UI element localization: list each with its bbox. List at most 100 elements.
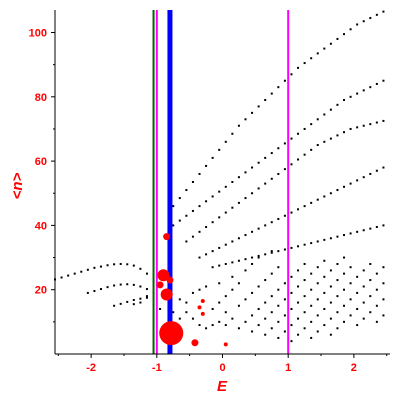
data-point xyxy=(323,291,326,294)
data-point xyxy=(277,336,280,339)
data-point xyxy=(231,132,234,135)
data-point xyxy=(224,211,227,214)
data-point xyxy=(270,272,273,275)
data-point xyxy=(172,205,175,208)
data-point xyxy=(329,301,332,304)
data-point xyxy=(310,304,313,307)
data-point xyxy=(336,295,339,298)
data-point xyxy=(362,20,365,23)
data-point xyxy=(251,111,254,114)
data-point xyxy=(205,253,208,256)
data-point xyxy=(198,288,201,291)
data-point xyxy=(329,317,332,320)
data-point xyxy=(362,301,365,304)
data-point xyxy=(382,119,385,122)
data-point xyxy=(356,179,359,182)
data-point xyxy=(139,297,142,300)
data-point xyxy=(218,301,221,304)
data-point xyxy=(218,216,221,219)
highlighted-point xyxy=(156,281,164,289)
data-point xyxy=(283,298,286,301)
data-point xyxy=(362,176,365,179)
data-point xyxy=(310,336,313,339)
highlighted-point xyxy=(191,339,199,347)
data-point xyxy=(211,221,214,224)
data-point xyxy=(237,201,240,204)
data-point xyxy=(172,311,175,314)
y-axis-label: <n> xyxy=(9,172,26,199)
data-point xyxy=(369,262,372,265)
data-point xyxy=(185,189,188,192)
data-point xyxy=(336,103,339,106)
data-point xyxy=(205,327,208,330)
data-point xyxy=(277,266,280,269)
data-point xyxy=(336,262,339,265)
data-point xyxy=(336,37,339,40)
data-point xyxy=(362,317,365,320)
highlighted-point xyxy=(200,311,205,316)
data-point xyxy=(277,172,280,175)
data-point xyxy=(145,295,148,298)
data-point xyxy=(323,324,326,327)
data-point xyxy=(290,246,293,249)
data-point xyxy=(159,307,162,310)
data-point xyxy=(211,307,214,310)
data-point xyxy=(303,295,306,298)
y-tick-label: 80 xyxy=(35,92,47,104)
data-point xyxy=(224,185,227,188)
data-point xyxy=(356,92,359,95)
data-point xyxy=(316,198,319,201)
highlighted-point xyxy=(157,269,170,282)
y-tick-label: 60 xyxy=(35,156,47,168)
data-point xyxy=(257,227,260,230)
data-point xyxy=(99,265,102,268)
data-point xyxy=(382,314,385,317)
data-point xyxy=(329,192,332,195)
data-point xyxy=(356,230,359,233)
y-tick-label: 40 xyxy=(35,220,47,232)
data-point xyxy=(362,124,365,127)
data-point xyxy=(283,248,286,251)
data-point xyxy=(336,327,339,330)
data-point xyxy=(198,172,201,175)
data-point xyxy=(251,314,254,317)
data-point xyxy=(224,324,227,327)
data-point xyxy=(323,238,326,241)
data-point xyxy=(191,209,194,212)
data-point xyxy=(375,13,378,16)
data-point xyxy=(178,219,181,222)
data-point xyxy=(132,283,135,286)
data-point xyxy=(119,283,122,286)
data-point xyxy=(270,92,273,95)
data-point xyxy=(316,298,319,301)
data-point xyxy=(316,330,319,333)
data-point xyxy=(369,227,372,230)
data-point xyxy=(270,177,273,180)
data-point xyxy=(113,284,116,287)
data-point xyxy=(145,272,148,275)
data-point xyxy=(145,296,148,299)
highlighted-point xyxy=(166,276,174,284)
y-tick-label: 100 xyxy=(29,28,47,40)
data-point xyxy=(139,285,142,288)
data-point xyxy=(382,166,385,169)
data-point xyxy=(198,256,201,259)
data-point xyxy=(336,311,339,314)
data-point xyxy=(375,272,378,275)
data-point xyxy=(297,66,300,69)
data-point xyxy=(349,282,352,285)
data-point xyxy=(211,156,214,159)
data-point xyxy=(251,230,254,233)
data-point xyxy=(382,10,385,13)
data-point xyxy=(67,274,70,277)
data-point xyxy=(310,123,313,126)
data-point xyxy=(257,254,260,257)
data-point xyxy=(343,256,346,259)
data-point xyxy=(369,172,372,175)
data-point xyxy=(191,317,194,320)
data-point xyxy=(231,240,234,243)
data-point xyxy=(349,232,352,235)
data-point xyxy=(349,127,352,130)
data-point xyxy=(132,264,135,267)
